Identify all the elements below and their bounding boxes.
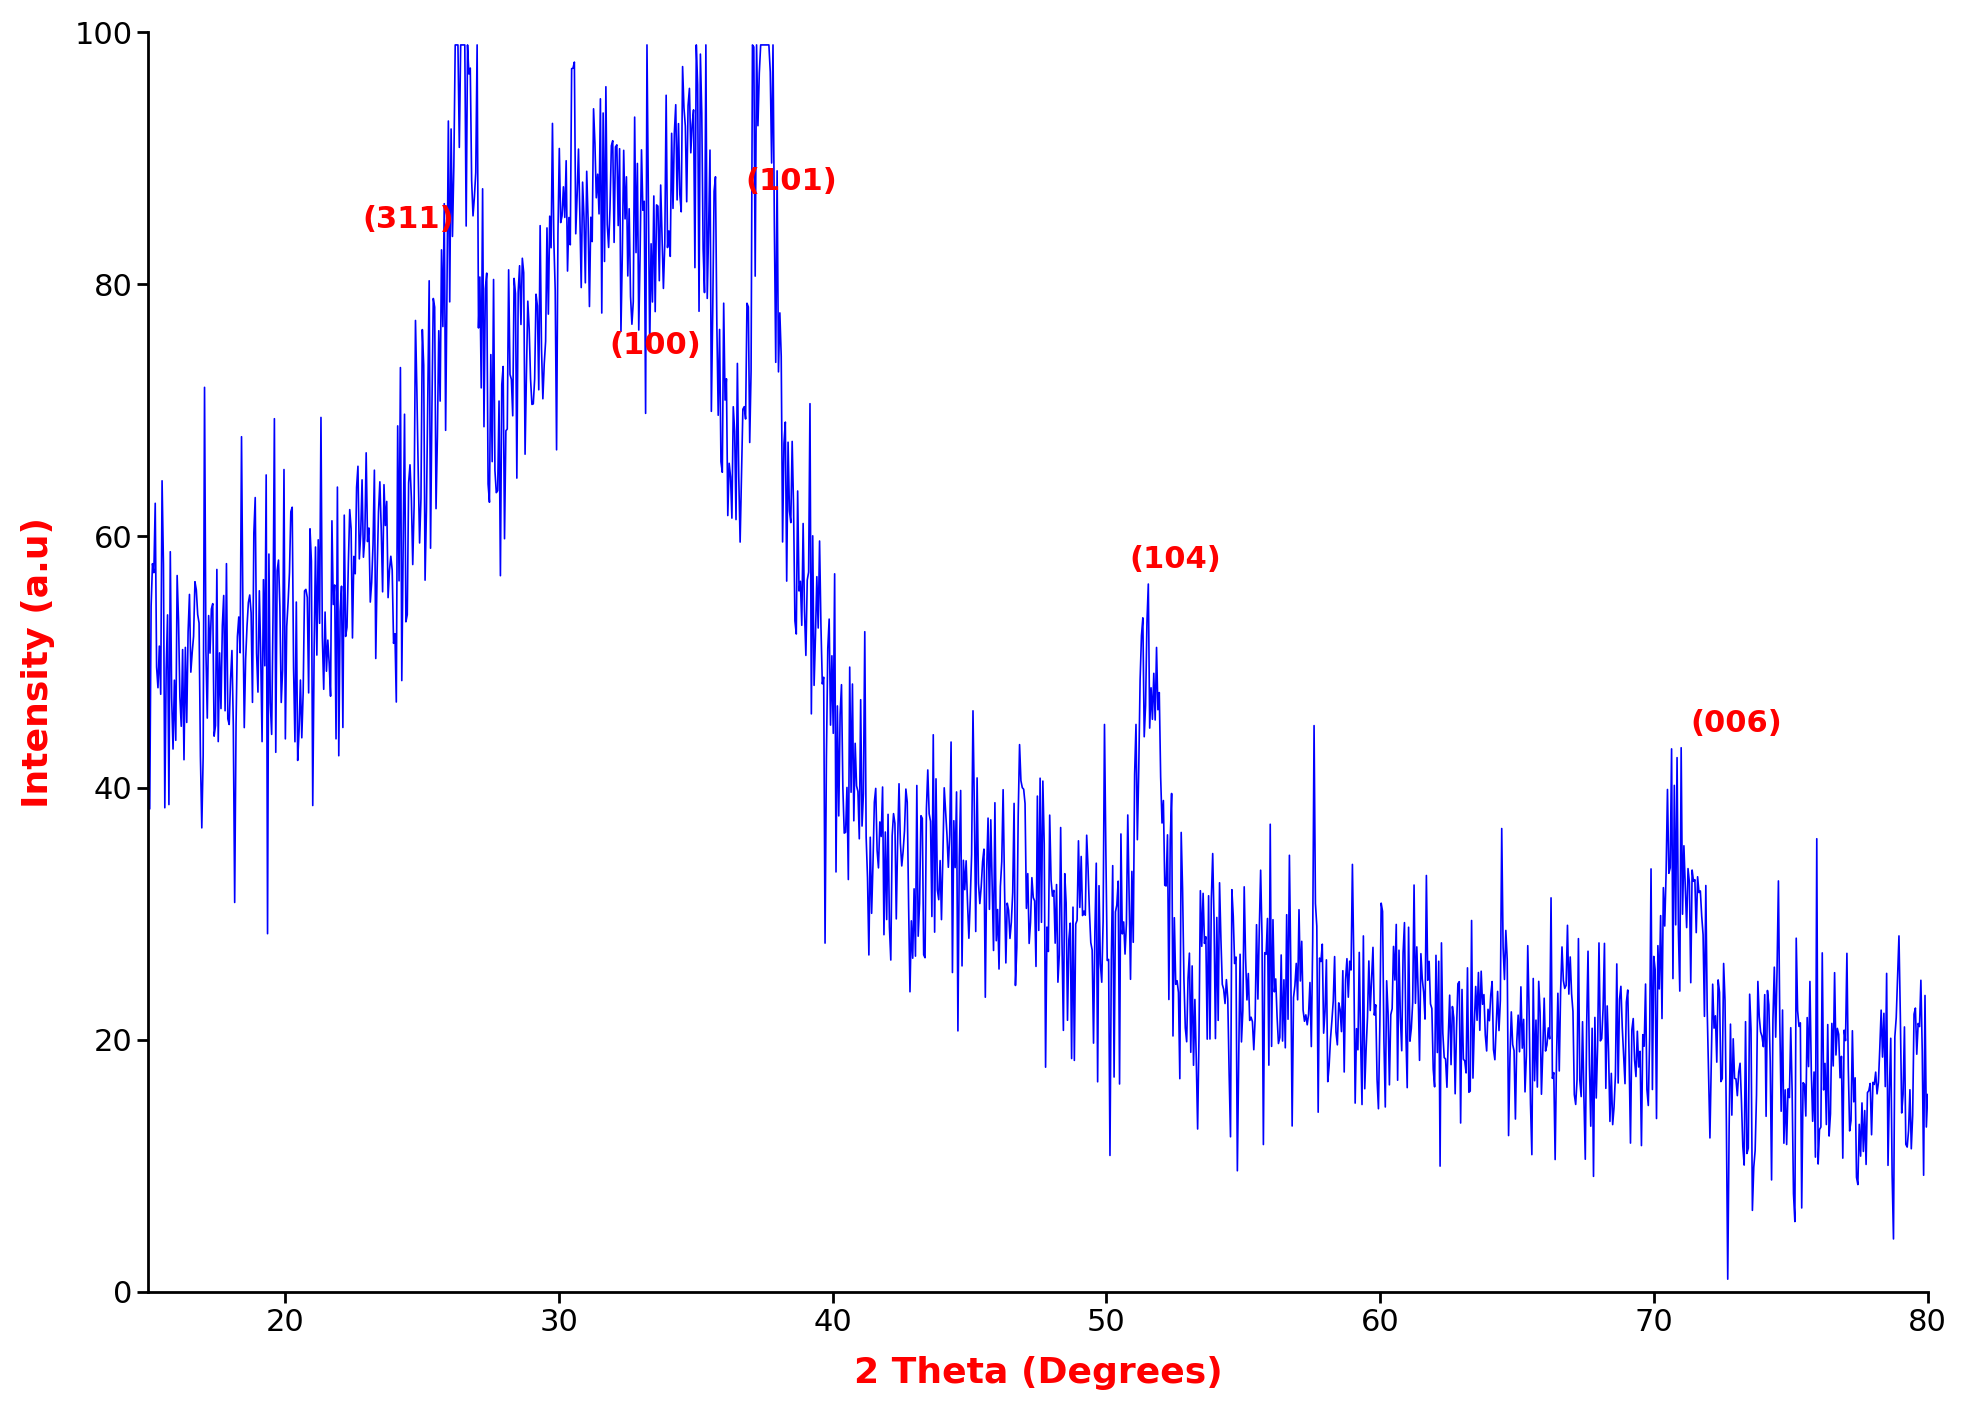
Text: (100): (100)	[608, 330, 701, 360]
Text: (006): (006)	[1691, 708, 1781, 738]
X-axis label: 2 Theta (Degrees): 2 Theta (Degrees)	[854, 1356, 1222, 1390]
Text: (311): (311)	[362, 205, 455, 234]
Text: (101): (101)	[746, 166, 838, 196]
Y-axis label: Intensity (a.u): Intensity (a.u)	[22, 516, 55, 807]
Text: (104): (104)	[1130, 545, 1220, 574]
